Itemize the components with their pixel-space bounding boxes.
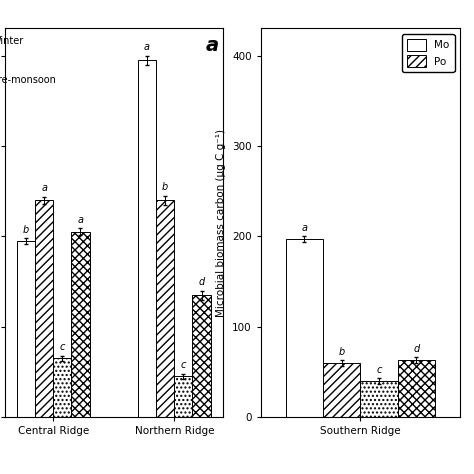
Text: Winter: Winter bbox=[0, 36, 24, 46]
Bar bbox=[398, 360, 435, 417]
Bar bbox=[138, 60, 156, 417]
Bar bbox=[174, 376, 192, 417]
Text: a: a bbox=[144, 42, 150, 52]
Bar bbox=[360, 381, 398, 417]
Bar bbox=[53, 358, 72, 417]
Text: a: a bbox=[41, 183, 47, 193]
Text: a: a bbox=[205, 36, 219, 55]
Text: b: b bbox=[338, 346, 345, 356]
Bar bbox=[72, 232, 90, 417]
Legend: Mo, Po: Mo, Po bbox=[402, 34, 455, 73]
Text: d: d bbox=[413, 344, 419, 354]
Text: c: c bbox=[181, 360, 186, 370]
Text: d: d bbox=[199, 277, 205, 287]
Text: c: c bbox=[376, 365, 382, 374]
Text: Pre-monsoon: Pre-monsoon bbox=[0, 75, 55, 85]
Bar bbox=[323, 363, 360, 417]
Bar bbox=[285, 239, 323, 417]
Y-axis label: Microbial biomass carbon (μg C g⁻¹): Microbial biomass carbon (μg C g⁻¹) bbox=[217, 129, 227, 317]
Text: c: c bbox=[60, 342, 65, 352]
Text: b: b bbox=[162, 182, 168, 192]
Bar bbox=[35, 200, 53, 417]
Bar bbox=[17, 241, 35, 417]
Bar bbox=[156, 200, 174, 417]
Text: b: b bbox=[23, 225, 29, 235]
Text: a: a bbox=[301, 223, 307, 233]
Bar bbox=[192, 295, 210, 417]
Text: a: a bbox=[77, 215, 83, 225]
